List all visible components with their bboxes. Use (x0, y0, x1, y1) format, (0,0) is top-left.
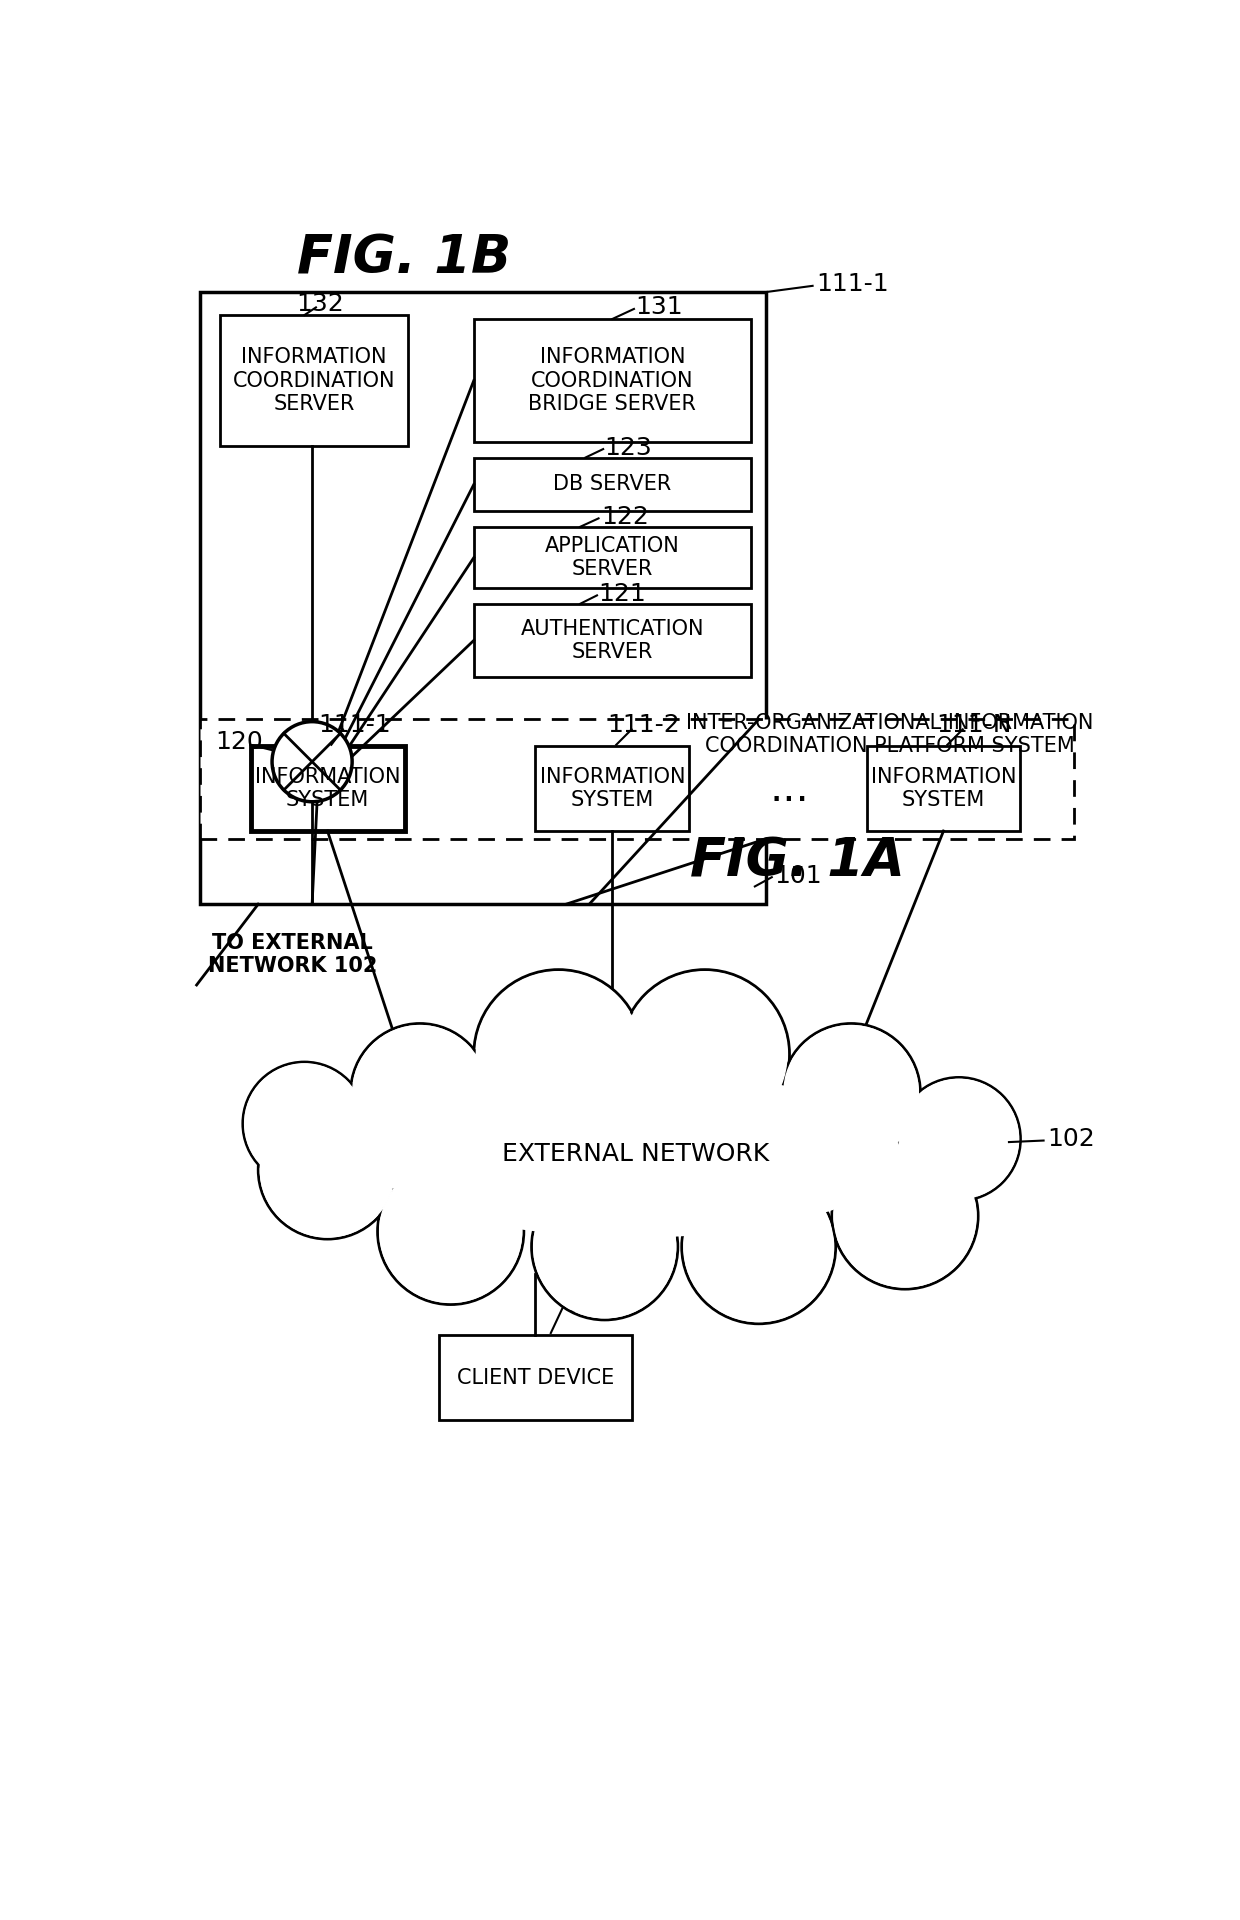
Circle shape (898, 1077, 1021, 1200)
Text: CLIENT DEVICE: CLIENT DEVICE (456, 1367, 614, 1388)
Text: 120: 120 (215, 730, 263, 755)
Circle shape (258, 1100, 397, 1238)
Circle shape (620, 970, 790, 1139)
FancyBboxPatch shape (474, 457, 751, 511)
Text: 121: 121 (599, 582, 646, 607)
Circle shape (379, 1160, 522, 1302)
Circle shape (352, 1025, 487, 1160)
Ellipse shape (371, 1071, 900, 1238)
Text: 131: 131 (635, 296, 683, 319)
Circle shape (532, 1173, 678, 1319)
Circle shape (835, 1144, 976, 1286)
FancyBboxPatch shape (201, 720, 1074, 839)
FancyBboxPatch shape (439, 1334, 631, 1421)
FancyBboxPatch shape (474, 526, 751, 588)
FancyBboxPatch shape (474, 319, 751, 442)
Circle shape (474, 970, 644, 1139)
Text: 123: 123 (605, 436, 652, 459)
Circle shape (784, 1025, 919, 1160)
FancyBboxPatch shape (867, 747, 1021, 831)
Circle shape (899, 1079, 1018, 1198)
Text: INFORMATION
SYSTEM: INFORMATION SYSTEM (870, 768, 1017, 810)
Text: 111-1: 111-1 (816, 273, 889, 296)
Text: AUTHENTICATION
SERVER: AUTHENTICATION SERVER (521, 618, 704, 662)
Text: INTER-ORGANIZATIONAL INFORMATION
COORDINATION PLATFORM SYSTEM: INTER-ORGANIZATIONAL INFORMATION COORDIN… (686, 712, 1094, 756)
Text: 103: 103 (567, 1292, 614, 1317)
Text: 111-N: 111-N (936, 712, 1012, 737)
Circle shape (351, 1023, 490, 1162)
Text: FIG. 1A: FIG. 1A (689, 835, 905, 887)
FancyBboxPatch shape (201, 292, 766, 904)
Text: 102: 102 (1048, 1127, 1095, 1150)
Text: 122: 122 (601, 505, 649, 528)
Circle shape (273, 722, 351, 801)
Text: APPLICATION
SERVER: APPLICATION SERVER (546, 536, 680, 580)
Text: 101: 101 (774, 864, 822, 887)
FancyBboxPatch shape (474, 605, 751, 678)
Text: 111-2: 111-2 (606, 712, 680, 737)
Text: INFORMATION
COORDINATION
SERVER: INFORMATION COORDINATION SERVER (233, 348, 396, 413)
Text: TO EXTERNAL
NETWORK 102: TO EXTERNAL NETWORK 102 (208, 933, 377, 975)
Circle shape (533, 1175, 676, 1317)
Text: ...: ... (770, 768, 810, 810)
Circle shape (832, 1142, 978, 1288)
Text: EXTERNAL NETWORK: EXTERNAL NETWORK (502, 1142, 769, 1167)
Text: DB SERVER: DB SERVER (553, 474, 672, 495)
Text: FIG. 1B: FIG. 1B (298, 232, 512, 284)
Circle shape (781, 1023, 920, 1162)
Circle shape (260, 1102, 394, 1236)
FancyBboxPatch shape (536, 747, 689, 831)
Circle shape (476, 972, 641, 1137)
Circle shape (244, 1064, 365, 1183)
Circle shape (682, 1169, 836, 1323)
FancyBboxPatch shape (219, 315, 408, 445)
Circle shape (377, 1158, 523, 1304)
Circle shape (622, 972, 787, 1137)
Text: INFORMATION
COORDINATION
BRIDGE SERVER: INFORMATION COORDINATION BRIDGE SERVER (528, 348, 697, 413)
FancyBboxPatch shape (250, 747, 404, 831)
Text: INFORMATION
SYSTEM: INFORMATION SYSTEM (539, 768, 686, 810)
Text: 111-1: 111-1 (319, 712, 391, 737)
Text: 132: 132 (296, 292, 343, 315)
Circle shape (684, 1171, 833, 1321)
Text: INFORMATION
SYSTEM: INFORMATION SYSTEM (254, 768, 401, 810)
Circle shape (243, 1062, 366, 1185)
